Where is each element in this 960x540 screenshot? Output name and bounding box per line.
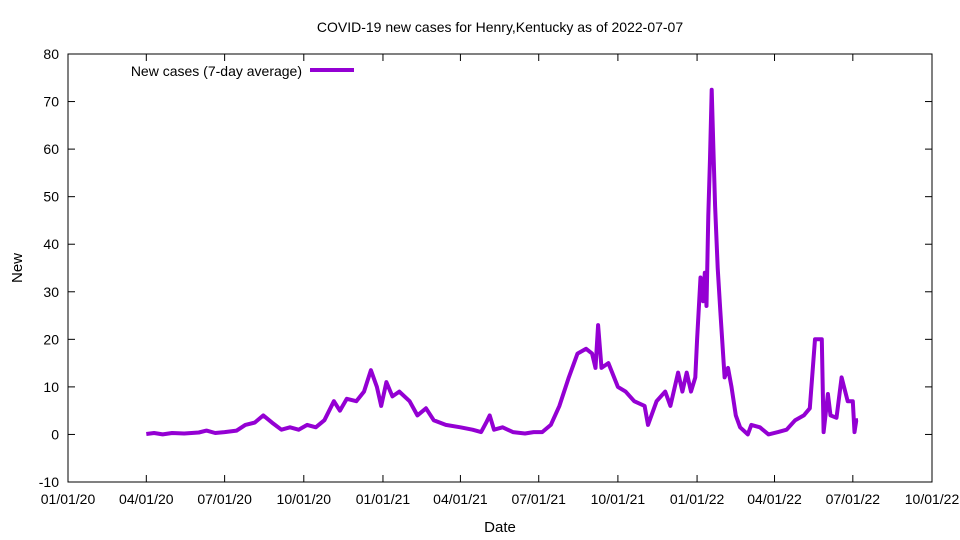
x-tick-label: 10/01/22 (905, 491, 960, 507)
chart-title: COVID-19 new cases for Henry,Kentucky as… (317, 19, 683, 35)
x-tick-label: 10/01/21 (591, 491, 646, 507)
axis-ticks (67, 53, 933, 483)
axis-tick-labels: -10 0 10 20 30 40 50 60 70 80 01/01/20 04/01/20 07/0… (39, 46, 960, 507)
x-tick-label: 01/01/21 (356, 491, 411, 507)
x-tick-label: 07/01/22 (826, 491, 881, 507)
y-tick-label: 60 (43, 141, 59, 157)
x-tick-label: 04/01/22 (747, 491, 802, 507)
y-tick-label: 0 (51, 426, 59, 442)
y-tick-label: 50 (43, 189, 59, 205)
plot-frame (67, 53, 933, 483)
y-tick-label: 80 (43, 46, 59, 62)
y-tick-label: 30 (43, 284, 59, 300)
x-tick-label: 04/01/21 (433, 491, 488, 507)
legend: New cases (7-day average) (131, 63, 354, 79)
x-tick-label: 01/01/22 (670, 491, 725, 507)
x-axis-label: Date (484, 519, 516, 536)
x-tick-label: 01/01/20 (41, 491, 96, 507)
y-tick-label: -10 (39, 474, 59, 490)
x-tick-label: 04/01/20 (119, 491, 174, 507)
y-tick-label: 20 (43, 331, 59, 347)
x-tick-label: 07/01/20 (197, 491, 252, 507)
y-axis-label: New (9, 253, 26, 283)
series-line-new-cases (146, 87, 859, 437)
y-tick-label: 70 (43, 94, 59, 110)
x-tick-label: 10/01/20 (277, 491, 332, 507)
x-tick-label: 07/01/21 (511, 491, 566, 507)
y-tick-label: 10 (43, 379, 59, 395)
legend-label: New cases (7-day average) (131, 63, 302, 79)
y-tick-label: 40 (43, 236, 59, 252)
